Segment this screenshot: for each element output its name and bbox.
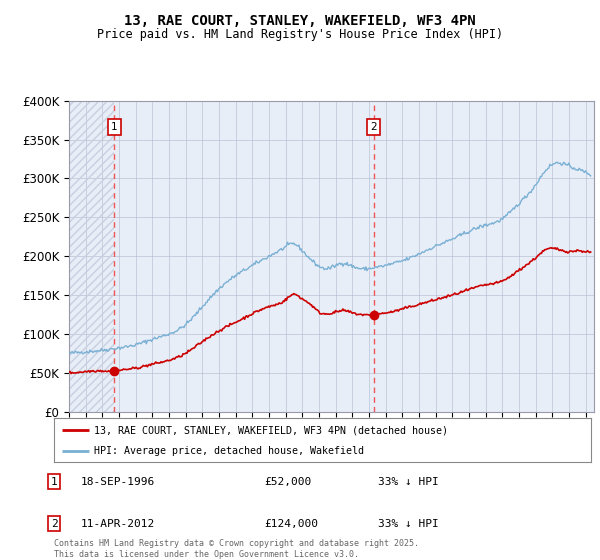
Text: £52,000: £52,000 — [264, 477, 311, 487]
Text: 33% ↓ HPI: 33% ↓ HPI — [378, 477, 439, 487]
Text: 13, RAE COURT, STANLEY, WAKEFIELD, WF3 4PN: 13, RAE COURT, STANLEY, WAKEFIELD, WF3 4… — [124, 14, 476, 28]
Text: 13, RAE COURT, STANLEY, WAKEFIELD, WF3 4PN (detached house): 13, RAE COURT, STANLEY, WAKEFIELD, WF3 4… — [94, 425, 448, 435]
Text: Contains HM Land Registry data © Crown copyright and database right 2025.
This d: Contains HM Land Registry data © Crown c… — [54, 539, 419, 559]
Bar — [69, 101, 115, 412]
Text: 33% ↓ HPI: 33% ↓ HPI — [378, 519, 439, 529]
Text: £124,000: £124,000 — [264, 519, 318, 529]
Text: 1: 1 — [50, 477, 58, 487]
Text: 11-APR-2012: 11-APR-2012 — [81, 519, 155, 529]
Text: Price paid vs. HM Land Registry's House Price Index (HPI): Price paid vs. HM Land Registry's House … — [97, 28, 503, 41]
Text: HPI: Average price, detached house, Wakefield: HPI: Average price, detached house, Wake… — [94, 446, 364, 456]
Text: 2: 2 — [370, 122, 377, 132]
Text: 2: 2 — [50, 519, 58, 529]
Text: 1: 1 — [111, 122, 118, 132]
Text: 18-SEP-1996: 18-SEP-1996 — [81, 477, 155, 487]
